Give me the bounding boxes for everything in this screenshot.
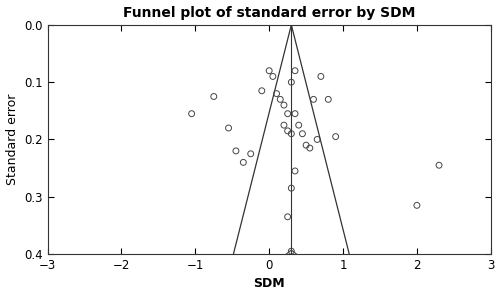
X-axis label: SDM: SDM: [254, 277, 285, 290]
Point: [272, 91, 280, 96]
Point: [246, 152, 254, 156]
Point: [413, 203, 421, 208]
Point: [291, 169, 299, 173]
Point: [298, 131, 306, 136]
Point: [276, 97, 284, 102]
Point: [288, 249, 296, 254]
Point: [288, 131, 296, 136]
Point: [280, 103, 288, 107]
Point: [288, 80, 296, 85]
Point: [224, 126, 232, 130]
Point: [284, 214, 292, 219]
Point: [269, 74, 277, 79]
Point: [280, 123, 288, 128]
Point: [265, 68, 273, 73]
Point: [284, 111, 292, 116]
Point: [291, 68, 299, 73]
Point: [435, 163, 443, 168]
Point: [210, 94, 218, 99]
Point: [291, 111, 299, 116]
Point: [302, 143, 310, 147]
Point: [232, 149, 240, 153]
Point: [294, 123, 302, 128]
Point: [313, 137, 321, 142]
Title: Funnel plot of standard error by SDM: Funnel plot of standard error by SDM: [123, 6, 416, 20]
Point: [284, 128, 292, 133]
Point: [188, 111, 196, 116]
Y-axis label: Standard error: Standard error: [6, 94, 18, 185]
Point: [288, 186, 296, 191]
Point: [306, 146, 314, 150]
Point: [310, 97, 318, 102]
Point: [317, 74, 325, 79]
Point: [324, 97, 332, 102]
Point: [332, 134, 340, 139]
Point: [240, 160, 248, 165]
Point: [258, 89, 266, 93]
